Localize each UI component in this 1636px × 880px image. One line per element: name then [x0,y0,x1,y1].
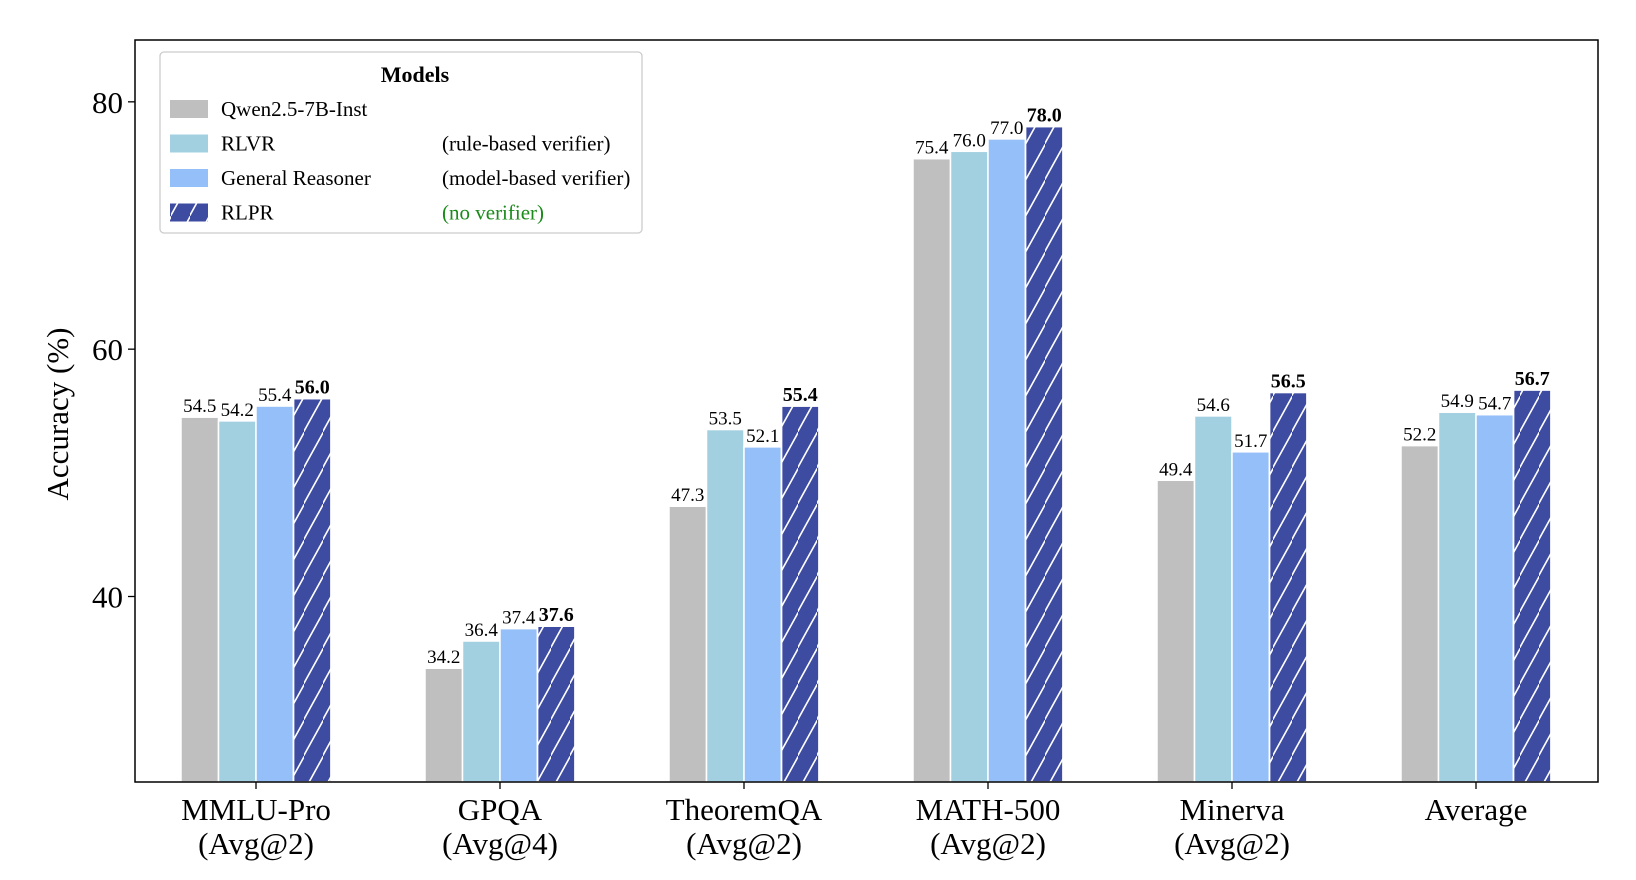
legend: Models Qwen2.5-7B-Inst RLVR (rule-based ver… [159,51,643,234]
data-label: 47.3 [671,485,704,506]
y-tick-label: 80 [92,85,123,120]
data-label: 54.6 [1197,395,1230,416]
bar-general-reasoner-0 [255,405,295,783]
legend-box [159,51,643,234]
legend-swatch [170,169,208,187]
x-tick-label: Minerva [1179,792,1284,827]
x-tick-label: Average [1425,792,1528,827]
bar-hatch-overlay [1512,389,1552,783]
data-label: 54.7 [1478,394,1511,415]
data-label: 55.4 [783,384,818,406]
bar-qwen2-5-7b-inst-0 [180,416,220,783]
data-label: 75.4 [915,138,949,159]
data-label: 54.2 [221,400,254,421]
bar-rlvr-2 [705,428,745,783]
bar-qwen2-5-7b-inst-2 [668,505,708,783]
bar-hatch-overlay [1024,125,1064,783]
x-tick-label: (Avg@2) [1174,826,1290,861]
plot-frame [134,39,1599,783]
bar-qwen2-5-7b-inst-3 [912,157,952,783]
bar-qwen2-5-7b-inst-1 [424,667,464,783]
bar-qwen2-5-7b-inst-4 [1156,479,1196,783]
legend-series-note: (rule-based verifier) [442,132,610,156]
bar-hatch-overlay [780,405,820,783]
x-tick-label: MATH-500 [916,792,1061,827]
x-tick-label: (Avg@2) [686,826,802,861]
bar-general-reasoner-2 [743,446,783,783]
data-label: 55.4 [258,385,292,406]
legend-series-name: Qwen2.5-7B-Inst [221,97,368,121]
x-tick-label: (Avg@4) [442,826,558,861]
data-label: 52.2 [1403,425,1436,446]
bar-general-reasoner-4 [1231,451,1271,783]
data-label: 77.0 [990,118,1023,139]
data-label: 36.4 [465,620,499,641]
y-axis-title: Accuracy (%) [40,328,75,501]
data-label: 49.4 [1159,459,1193,480]
bar-hatch-overlay [1268,391,1308,783]
bar-rlvr-3 [949,150,989,783]
bar-hatch-overlay [292,397,332,783]
data-label: 53.5 [709,409,742,430]
legend-swatch [170,134,208,153]
legend-series-note: (model-based verifier) [442,166,630,190]
bar-rlvr-4 [1193,415,1233,783]
x-tick-label: MMLU-Pro [181,792,331,827]
data-label: 51.7 [1234,431,1267,452]
y-tick-label: 60 [92,332,123,367]
bar-rlvr-0 [217,420,257,783]
data-label: 56.5 [1271,370,1306,392]
bar-qwen2-5-7b-inst-5 [1400,444,1440,783]
legend-series-name: RLPR [221,201,274,225]
x-tick-label: (Avg@2) [198,826,314,861]
data-label: 52.1 [746,426,779,447]
data-label: 34.2 [427,647,460,668]
x-tick-label: GPQA [458,792,543,827]
bar-general-reasoner-5 [1475,413,1515,783]
bar-hatch-overlay [536,625,576,783]
legend-series-note: (no verifier) [442,201,544,225]
x-tick-label: (Avg@2) [930,826,1046,861]
x-tick-label: TheoremQA [666,792,823,827]
data-label: 56.7 [1515,368,1550,390]
data-label: 76.0 [953,130,986,151]
legend-title: Models [381,62,450,87]
bar-rlvr-1 [461,640,501,783]
bar-general-reasoner-1 [499,627,539,783]
data-label: 54.9 [1441,391,1474,412]
data-label: 37.4 [502,608,536,629]
y-tick-label: 40 [92,580,123,615]
data-label: 56.0 [295,377,330,399]
legend-swatch-hatch [170,203,208,222]
data-label: 37.6 [539,604,574,626]
bar-rlvr-5 [1437,411,1477,783]
data-label: 78.0 [1027,105,1062,127]
legend-series-name: General Reasoner [221,166,371,190]
bar-general-reasoner-3 [987,138,1027,783]
legend-series-name: RLVR [221,132,275,156]
data-label: 54.5 [183,396,216,417]
legend-swatch [170,100,208,118]
